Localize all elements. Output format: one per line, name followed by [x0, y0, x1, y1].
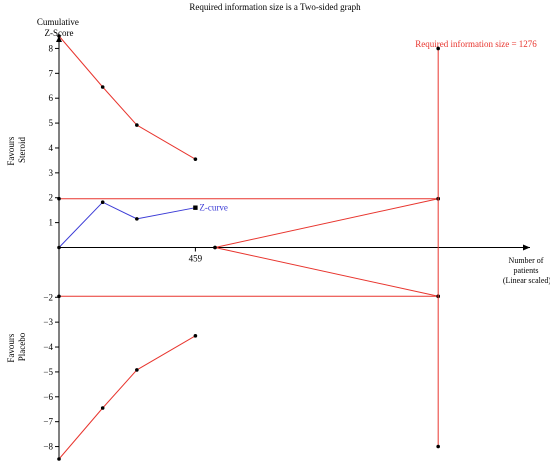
upper-monitoring-boundary-point — [57, 34, 61, 38]
y-tick-label: −6 — [43, 392, 53, 402]
upper-monitoring-boundary-line — [58, 35, 196, 160]
y-axis-label-line-1: Cumulative — [37, 17, 79, 27]
favours-steroid-line-1: Favours — [6, 136, 16, 165]
upper-conventional-boundary-point — [57, 196, 61, 201]
lower-monitoring-boundary-point — [100, 406, 105, 410]
y-axis-arrowhead — [56, 36, 62, 42]
y-tick-label: −2 — [43, 292, 53, 302]
y-tick-label: 2 — [49, 193, 54, 203]
required-information-size-line-point — [436, 444, 440, 449]
lower-monitoring-boundary-point — [193, 334, 198, 338]
z-curve-legend-label: Z-curve — [199, 203, 227, 213]
plot-area: 8 7 6 5 4 3 2 1 −2 −3 −4 −5 −6 −7 −8 459 Z-curve — [43, 34, 530, 461]
y-tick-label: −5 — [43, 367, 53, 377]
y-tick-label: 5 — [49, 118, 54, 128]
x-axis-label-line-3: (Linear scaled) — [503, 276, 550, 285]
favours-placebo-line-1: Favours — [6, 333, 16, 362]
y-tick-label: 6 — [49, 93, 54, 103]
x-axis-label: Number of patients (Linear scaled) — [503, 256, 550, 285]
favours-placebo-label: Favours Placebo — [6, 331, 27, 362]
y-axis-label: Cumulative Z-Score — [37, 17, 81, 38]
z-curve-line — [58, 201, 196, 248]
x-tick-label: 459 — [189, 254, 203, 264]
y-tick-label: −4 — [43, 342, 53, 352]
y-tick-label: −7 — [43, 417, 53, 427]
x-axis-label-line-2: patients — [514, 266, 539, 275]
upper-monitoring-boundary-point — [135, 123, 139, 127]
y-tick-label: 4 — [49, 143, 54, 153]
upper-monitoring-boundary-point — [193, 157, 198, 161]
favours-steroid-line-2: Steroid — [17, 137, 27, 163]
lower-monitoring-boundary-point — [135, 368, 139, 372]
required-information-size-label: Required information size = 1276 — [415, 39, 537, 49]
lower-monitoring-boundary-point — [57, 457, 61, 461]
lower-conventional-boundary-point — [57, 294, 61, 299]
favours-placebo-line-2: Placebo — [17, 332, 27, 361]
z-curve-point — [135, 217, 139, 221]
required-information-size-line-point — [436, 46, 440, 51]
z-curve-point — [100, 200, 105, 205]
z-curve-point — [57, 245, 61, 250]
y-tick-label: 7 — [49, 68, 54, 78]
y-tick-label: −3 — [43, 317, 53, 327]
z-curve-end-marker — [193, 205, 198, 210]
upper-monitoring-boundary-point — [100, 85, 105, 89]
lower-futility-boundary-line — [214, 247, 439, 297]
lower-futility-boundary-point — [213, 245, 217, 250]
chart-title: Required information size is a Two-sided… — [189, 2, 361, 12]
upper-futility-boundary-line — [214, 198, 439, 248]
x-axis-label-line-1: Number of — [509, 256, 544, 265]
y-tick-label: 8 — [49, 43, 54, 53]
x-axis-arrowhead — [523, 244, 530, 251]
y-tick-label: 3 — [49, 168, 54, 178]
y-tick-label: −8 — [43, 442, 53, 452]
y-axis-label-line-2: Z-Score — [45, 28, 74, 38]
lower-monitoring-boundary-line — [58, 335, 196, 460]
favours-steroid-label: Favours Steroid — [6, 134, 27, 165]
y-tick-label: 1 — [49, 218, 54, 228]
